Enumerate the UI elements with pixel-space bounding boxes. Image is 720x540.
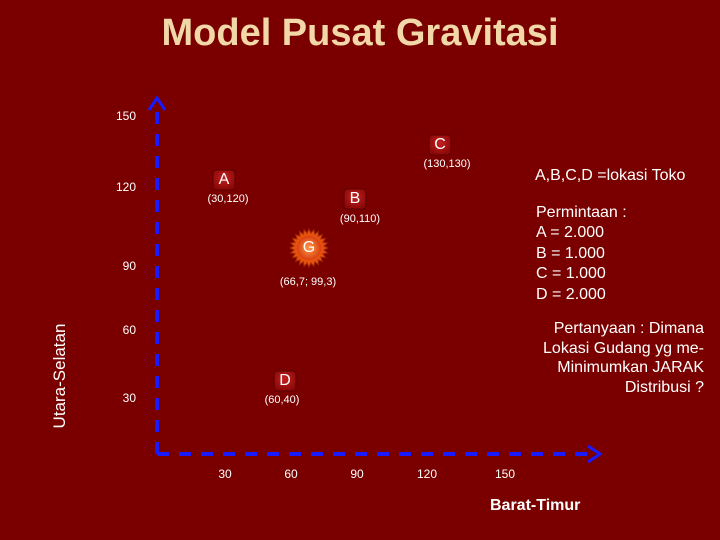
x-tick-label: 30 bbox=[218, 467, 232, 481]
point-b-coordinates: (90,110) bbox=[339, 213, 381, 225]
y-tick-label: 90 bbox=[122, 259, 136, 273]
y-tick-label: 150 bbox=[115, 109, 136, 123]
point-a-label: A bbox=[218, 171, 230, 188]
x-axis-arrow-icon bbox=[587, 444, 603, 464]
demand-panel: Permintaan : A = 2.000 B = 1.000 C = 1.0… bbox=[536, 203, 627, 305]
point-b-marker bbox=[343, 188, 367, 210]
question-line: Minimumkan JARAK bbox=[557, 359, 704, 377]
question-panel: Pertanyaan : Dimana Lokasi Gudang yg me-… bbox=[543, 319, 704, 397]
point-a-marker bbox=[212, 169, 236, 191]
demand-line: B = 1.000 bbox=[536, 244, 605, 262]
x-tick-label: 60 bbox=[284, 467, 298, 481]
center-g-core bbox=[297, 236, 321, 260]
demand-heading: Permintaan : bbox=[536, 204, 627, 221]
center-g-coordinates: (66,7; 99,3) bbox=[279, 276, 337, 288]
y-axis-label: Utara-Selatan bbox=[50, 323, 69, 429]
point-c-marker bbox=[428, 134, 452, 156]
question-line: Pertanyaan : Dimana bbox=[553, 320, 704, 337]
point-markers bbox=[212, 134, 452, 392]
point-d-coordinates: (60,40) bbox=[264, 394, 300, 406]
point-d-marker bbox=[273, 370, 297, 392]
point-a-coordinates: (30,120) bbox=[207, 193, 249, 205]
slide-title: Model Pusat Gravitasi bbox=[161, 12, 559, 54]
y-tick-label: 30 bbox=[122, 391, 136, 405]
y-axis-arrow-icon bbox=[147, 95, 167, 111]
point-c-coordinates: (130,130) bbox=[423, 158, 471, 170]
demand-line: A = 2.000 bbox=[536, 224, 605, 242]
point-b-label: B bbox=[349, 190, 361, 207]
axes bbox=[147, 95, 603, 464]
y-tick-label: 60 bbox=[122, 323, 136, 337]
demand-line: D = 2.000 bbox=[536, 285, 606, 303]
x-tick-label: 150 bbox=[494, 467, 516, 481]
demand-line: C = 1.000 bbox=[536, 265, 606, 283]
x-tick-label: 90 bbox=[350, 467, 364, 481]
legend-heading: A,B,C,D =lokasi Toko bbox=[535, 167, 686, 184]
y-tick-label: 120 bbox=[115, 180, 136, 194]
center-g-label: G bbox=[302, 239, 316, 256]
point-c-label: C bbox=[434, 136, 446, 153]
x-axis-label: Barat-Timur bbox=[490, 497, 581, 514]
question-line: Distribusi ? bbox=[624, 378, 704, 396]
question-line: Lokasi Gudang yg me- bbox=[543, 339, 704, 357]
point-d-label: D bbox=[279, 372, 291, 389]
x-tick-label: 120 bbox=[416, 467, 438, 481]
